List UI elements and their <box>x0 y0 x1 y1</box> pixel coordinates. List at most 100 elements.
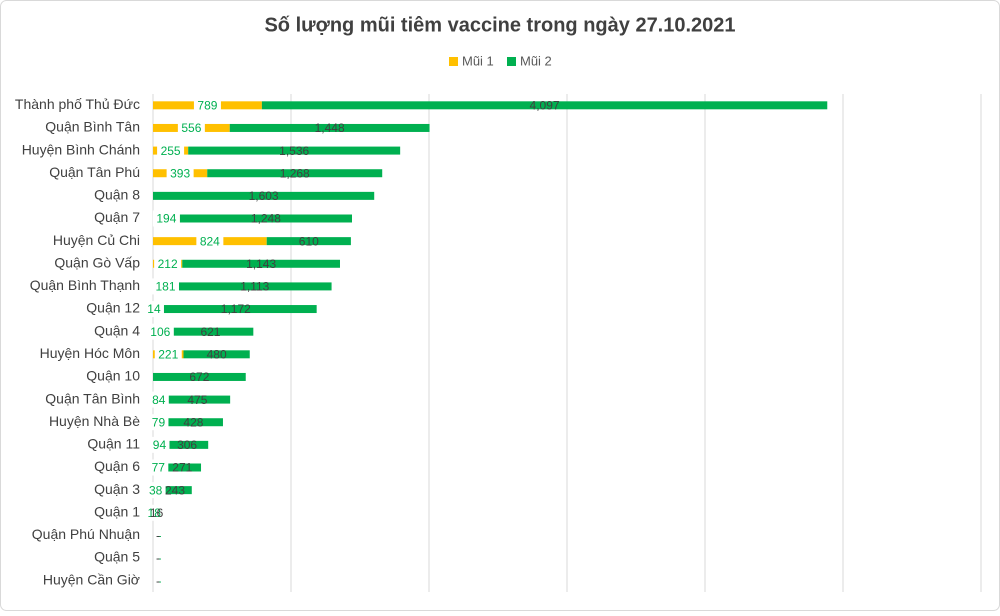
bar <box>177 282 332 291</box>
data-label: - <box>158 370 162 384</box>
data-label: 243 <box>165 483 185 497</box>
label-background <box>196 233 224 250</box>
data-label: 221 <box>158 347 178 361</box>
y-tick-label: Quận 6 <box>94 458 140 474</box>
legend: Mũi 1 Mũi 2 <box>449 53 552 68</box>
y-tick-label: Huyện Cần Giờ <box>43 571 140 587</box>
data-label: 824 <box>200 234 220 248</box>
bar <box>179 214 352 223</box>
data-label: 1,448 <box>315 121 345 135</box>
data-label: 38 <box>149 483 163 497</box>
data-label: 306 <box>177 438 197 452</box>
y-tick-label: Huyện Hóc Môn <box>40 345 140 361</box>
data-label: 271 <box>172 461 192 475</box>
data-label: - <box>156 574 160 588</box>
y-tick-label: Quận 5 <box>94 549 140 565</box>
y-tick-label: Quận Phú Nhuận <box>32 526 140 542</box>
data-label: - <box>158 189 162 203</box>
data-label: 610 <box>299 234 319 248</box>
label-background <box>154 346 182 363</box>
data-label: 212 <box>158 257 178 271</box>
bar <box>158 486 192 495</box>
data-label: 1,143 <box>246 257 276 271</box>
data-label: 77 <box>152 461 166 475</box>
label-background <box>177 119 205 136</box>
bar <box>182 259 340 268</box>
data-label: - <box>158 551 162 565</box>
data-label: 4,097 <box>530 98 560 112</box>
data-label: 428 <box>183 415 203 429</box>
y-tick-label: Quận 10 <box>86 368 140 384</box>
y-tick-label: Quận 3 <box>94 481 140 497</box>
bar <box>188 146 401 155</box>
bar <box>153 191 375 200</box>
data-label: 393 <box>170 166 190 180</box>
y-tick-label: Thành phố Thủ Đức <box>15 96 140 112</box>
label-background <box>148 414 169 431</box>
data-label: 18 <box>148 506 162 520</box>
data-label: - <box>158 574 162 588</box>
data-label: 1,536 <box>279 144 309 158</box>
data-label: 94 <box>153 438 167 452</box>
y-tick-label: Quận 11 <box>87 436 140 452</box>
bar <box>207 169 383 178</box>
data-label: 1,113 <box>240 280 269 294</box>
data-label: 480 <box>207 347 227 361</box>
label-background <box>148 459 169 476</box>
y-tick-label: Quận Gò Vấp <box>54 254 140 270</box>
label-background <box>145 482 166 499</box>
data-label: - <box>156 551 160 565</box>
bar <box>261 101 828 110</box>
legend-label: Mũi 1 <box>462 53 494 68</box>
bar <box>167 327 254 336</box>
y-tick-label: Quận Bình Tân <box>45 119 140 135</box>
data-label: 672 <box>189 370 209 384</box>
label-background <box>151 278 179 295</box>
legend-swatch <box>449 57 458 66</box>
y-tick-label: Quận Bình Thạnh <box>30 277 140 293</box>
label-background <box>152 210 180 227</box>
bar <box>165 440 209 449</box>
chart-title: Số lượng mũi tiêm vaccine trong ngày 27.… <box>264 14 735 36</box>
data-label: 556 <box>181 121 201 135</box>
y-tick-label: Quận 8 <box>94 187 140 203</box>
data-label: 1,248 <box>251 212 281 226</box>
label-background <box>143 301 164 318</box>
y-tick-label: Quận 1 <box>94 503 140 519</box>
data-label: 14 <box>147 302 161 316</box>
data-label: 16 <box>150 506 164 520</box>
bar <box>183 350 250 359</box>
y-tick-label: Huyện Nhà Bè <box>49 413 140 429</box>
data-label: 106 <box>150 325 170 339</box>
label-background <box>146 323 174 340</box>
data-label: - <box>158 529 162 543</box>
label-background <box>154 255 182 272</box>
data-label: 79 <box>152 415 166 429</box>
bar <box>229 123 430 132</box>
data-label: 84 <box>152 393 166 407</box>
label-background <box>166 165 194 182</box>
label-background <box>157 142 185 159</box>
y-tick-label: Quận 7 <box>94 209 140 225</box>
legend-label: Mũi 2 <box>520 53 552 68</box>
data-label: 194 <box>156 212 176 226</box>
data-label: 475 <box>187 393 207 407</box>
y-tick-label: Quận Tân Bình <box>45 390 140 406</box>
data-label: 621 <box>200 325 220 339</box>
data-label: 1,268 <box>280 166 310 180</box>
label-background <box>149 436 170 453</box>
bar <box>163 463 202 472</box>
bar <box>164 395 231 404</box>
y-tick-label: Quận 4 <box>94 322 140 338</box>
y-tick-label: Huyện Củ Chi <box>53 232 140 248</box>
bar <box>163 418 223 427</box>
label-background <box>193 97 221 114</box>
bar <box>266 237 351 246</box>
data-label: 789 <box>197 98 217 112</box>
data-label: 1,603 <box>249 189 279 203</box>
label-background <box>148 391 169 408</box>
label-background <box>144 504 165 521</box>
data-label: 255 <box>161 144 181 158</box>
y-tick-label: Huyện Bình Chánh <box>22 141 140 157</box>
